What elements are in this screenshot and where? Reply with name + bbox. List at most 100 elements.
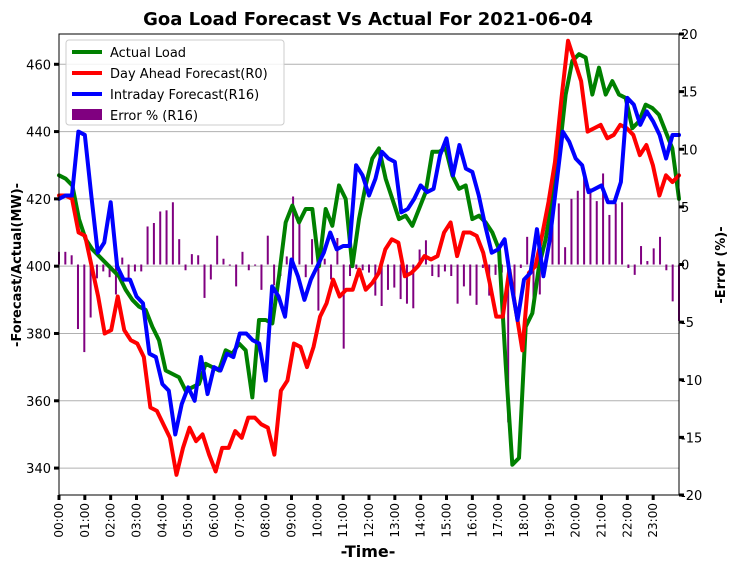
- error-bar: [633, 264, 636, 275]
- error-bar: [355, 264, 358, 270]
- x-tick-label: 05:00: [181, 503, 195, 538]
- error-bar: [526, 236, 529, 265]
- x-axis-label: -Time-: [341, 542, 396, 561]
- x-tick-label: 20:00: [569, 503, 583, 538]
- error-bar: [349, 264, 352, 277]
- x-tick-label: 12:00: [362, 503, 376, 538]
- y-axis-label: -Forecast/Actual(MW)-: [10, 183, 25, 347]
- y2-tick-label: -15: [681, 431, 702, 446]
- error-bar: [640, 246, 643, 265]
- error-bar: [437, 264, 440, 278]
- error-bar: [570, 198, 573, 265]
- error-bar: [399, 264, 402, 300]
- error-bar: [456, 264, 459, 304]
- y2-tick-label: -20: [681, 489, 702, 504]
- error-bar: [203, 264, 206, 298]
- error-bar: [178, 239, 181, 265]
- error-bar: [330, 264, 333, 280]
- y-tick-label: 400: [26, 260, 51, 275]
- error-bar: [159, 211, 162, 265]
- y2-tick-label: -5: [681, 316, 694, 331]
- error-bar: [241, 251, 244, 265]
- error-bar: [386, 264, 389, 290]
- error-bar: [646, 261, 649, 265]
- error-bar: [443, 264, 446, 272]
- x-axis-ticks: 00:00 01:00 02:00 03:00 04:00 05:00 06:00 07:00…: [52, 495, 660, 538]
- chart-title: Goa Load Forecast Vs Actual For 2021-06-…: [143, 9, 593, 30]
- error-bar: [152, 223, 155, 265]
- x-tick-label: 03:00: [130, 503, 144, 538]
- error-bar: [146, 226, 149, 265]
- error-bar: [342, 264, 345, 349]
- y2-axis-label: -Error (%)-: [714, 226, 729, 303]
- x-tick-label: 02:00: [104, 503, 118, 538]
- error-bar: [209, 264, 212, 280]
- error-bar: [595, 201, 598, 265]
- x-tick-label: 21:00: [595, 503, 609, 538]
- x-tick-label: 18:00: [517, 503, 531, 538]
- legend-label-r16: Intraday Forecast(R16): [110, 88, 259, 103]
- error-bar: [254, 264, 257, 266]
- error-bar: [583, 169, 586, 265]
- y2-tick-label: 5: [681, 201, 689, 216]
- x-tick-label: 17:00: [491, 503, 505, 538]
- error-bar: [431, 264, 434, 277]
- error-bar: [393, 264, 396, 288]
- y-tick-label: 420: [26, 193, 51, 208]
- error-bar: [171, 202, 174, 265]
- error-bar: [462, 264, 465, 287]
- x-tick-label: 23:00: [646, 503, 660, 538]
- x-tick-label: 11:00: [336, 503, 350, 538]
- error-bar: [361, 264, 364, 271]
- error-bar: [614, 203, 617, 265]
- x-tick-label: 01:00: [78, 503, 92, 538]
- error-bar: [659, 236, 662, 265]
- error-bar: [652, 248, 655, 265]
- error-bar: [222, 258, 225, 265]
- error-bar: [513, 264, 516, 301]
- legend-label-r0: Day Ahead Forecast(R0): [110, 67, 268, 82]
- legend-swatch-error: [72, 109, 102, 120]
- x-tick-label: 10:00: [310, 503, 324, 538]
- error-bar: [184, 264, 187, 271]
- error-bar: [418, 249, 421, 265]
- x-tick-label: 14:00: [414, 503, 428, 538]
- error-bar: [589, 188, 592, 265]
- x-tick-label: 15:00: [440, 503, 454, 538]
- error-bar: [298, 223, 301, 265]
- x-tick-label: 04:00: [155, 503, 169, 538]
- error-bar: [621, 202, 624, 265]
- error-bar: [70, 255, 73, 265]
- error-bar: [165, 210, 168, 265]
- y2-tick-label: 15: [681, 86, 698, 101]
- actual-load-line: [57, 52, 681, 467]
- series-lines: [57, 38, 681, 477]
- error-bar: [317, 264, 320, 311]
- error-bar: [671, 264, 674, 302]
- day-ahead-forecast-line: [57, 38, 681, 477]
- error-bar: [266, 235, 269, 265]
- error-bar: [538, 264, 541, 295]
- error-bar: [519, 264, 522, 268]
- legend-label-actual: Actual Load: [110, 46, 186, 61]
- error-bar: [95, 264, 98, 279]
- error-bar: [304, 264, 307, 278]
- error-bar: [260, 264, 263, 290]
- error-bar: [494, 264, 497, 275]
- error-bar: [273, 264, 276, 286]
- error-bar: [481, 264, 484, 268]
- y-tick-label: 360: [26, 395, 51, 410]
- x-tick-label: 06:00: [207, 503, 221, 538]
- error-bar: [564, 247, 567, 265]
- y2-tick-label: 0: [681, 259, 689, 274]
- x-tick-label: 09:00: [285, 503, 299, 538]
- x-tick-label: 16:00: [465, 503, 479, 538]
- error-bar: [285, 256, 288, 265]
- error-bar: [108, 264, 111, 278]
- error-bar: [83, 264, 86, 353]
- error-bar: [532, 264, 535, 304]
- legend-label-error: Error % (R16): [110, 109, 198, 124]
- y-tick-label: 460: [26, 58, 51, 73]
